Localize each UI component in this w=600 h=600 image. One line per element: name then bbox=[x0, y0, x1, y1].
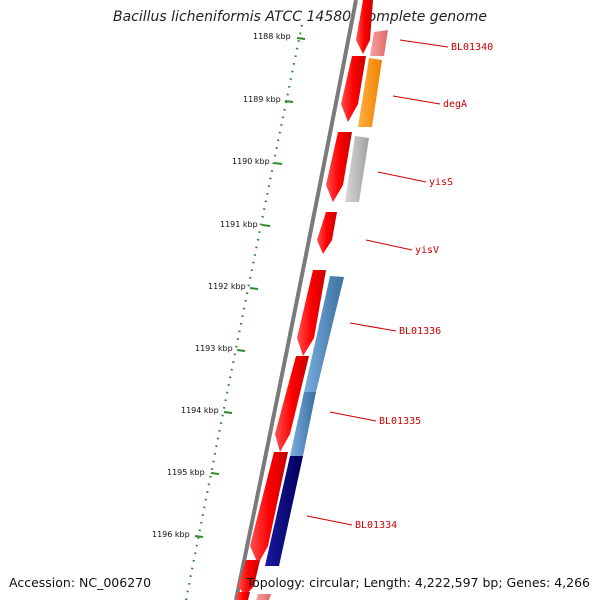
map-title: Bacillus licheniformis ATCC 14580, compl… bbox=[113, 9, 487, 25]
forward-gene-arrow bbox=[356, 0, 373, 54]
kbp-label: 1189 kbp bbox=[243, 95, 281, 104]
gene-yiss bbox=[345, 136, 369, 202]
forward-gene-arrow bbox=[236, 592, 250, 600]
annotated-genes bbox=[256, 30, 388, 600]
kbp-tick bbox=[249, 287, 259, 290]
kbp-label: 1193 kbp bbox=[195, 344, 233, 353]
kbp-label: 1191 kbp bbox=[220, 220, 258, 229]
gene-label: degA bbox=[443, 99, 467, 110]
gene-callout-lines bbox=[306, 39, 449, 526]
gene-small-pink bbox=[256, 594, 271, 600]
gene-label: BL01335 bbox=[379, 416, 421, 427]
kbp-tick-group: 1188 kbp 1189 kbp 1190 kbp 1191 kbp 1192… bbox=[152, 32, 306, 539]
forward-gene-arrow bbox=[275, 356, 309, 452]
kbp-label: 1195 kbp bbox=[167, 468, 205, 477]
callout-line bbox=[329, 411, 377, 422]
forward-gene-arrow bbox=[250, 452, 288, 564]
gene-bl01340 bbox=[370, 30, 388, 56]
kbp-tick bbox=[296, 37, 306, 40]
kbp-tick bbox=[284, 100, 294, 103]
kbp-label: 1188 kbp bbox=[253, 32, 291, 41]
callout-line bbox=[399, 39, 449, 48]
gene-labels: BL01340 degA yisS yisV BL01336 BL01335 B… bbox=[355, 42, 493, 531]
kbp-tick bbox=[273, 162, 283, 165]
kbp-tick bbox=[210, 472, 220, 475]
callout-line bbox=[349, 322, 397, 332]
callout-line bbox=[306, 515, 353, 526]
kbp-tick bbox=[223, 411, 233, 414]
gene-label: BL01340 bbox=[451, 42, 493, 53]
genome-summary: Topology: circular; Length: 4,222,597 bp… bbox=[246, 575, 590, 590]
forward-gene-arrow bbox=[297, 270, 326, 356]
gene-label: yisV bbox=[415, 245, 439, 256]
kbp-label: 1194 kbp bbox=[181, 406, 219, 415]
gene-label: BL01336 bbox=[399, 326, 441, 337]
forward-gene-arrow bbox=[238, 560, 260, 596]
forward-gene-arrow bbox=[317, 212, 337, 254]
accession-text: Accession: NC_006270 bbox=[9, 575, 152, 590]
tick-ring bbox=[184, 24, 304, 600]
callout-line bbox=[392, 95, 441, 105]
callout-line bbox=[365, 239, 413, 251]
gene-bl01334 bbox=[265, 456, 303, 566]
callout-line bbox=[377, 171, 427, 183]
kbp-tick bbox=[236, 349, 246, 352]
genome-backbone bbox=[234, 0, 358, 600]
forward-gene-arrow bbox=[341, 56, 366, 122]
kbp-tick bbox=[261, 224, 271, 227]
forward-genes bbox=[236, 0, 373, 600]
kbp-label: 1190 kbp bbox=[232, 157, 270, 166]
gene-label: yisS bbox=[429, 177, 453, 188]
gene-label: BL01334 bbox=[355, 520, 397, 531]
gene-dega bbox=[358, 58, 382, 127]
gene-bl01335 bbox=[290, 392, 316, 456]
forward-gene-arrow bbox=[326, 132, 352, 202]
kbp-tick bbox=[194, 535, 204, 538]
kbp-label: 1192 kbp bbox=[208, 282, 246, 291]
kbp-label: 1196 kbp bbox=[152, 530, 190, 539]
gene-bl01336 bbox=[304, 276, 344, 392]
